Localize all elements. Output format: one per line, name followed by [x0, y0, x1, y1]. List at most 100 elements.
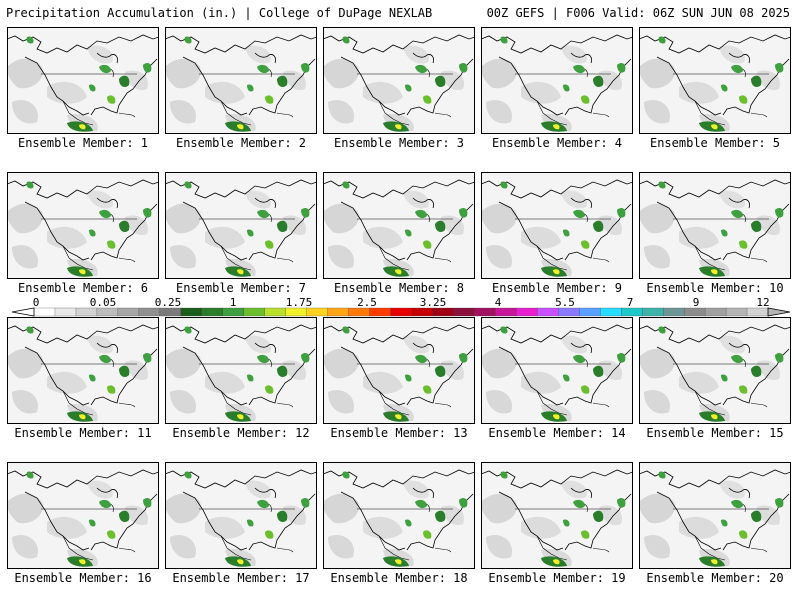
ensemble-member-panel: Ensemble Member: 3: [323, 27, 475, 167]
precipitation-map: [323, 317, 475, 424]
colorbar-swatch: [558, 307, 580, 317]
ensemble-member-label: Ensemble Member: 13: [330, 426, 468, 440]
colorbar-swatch: [243, 307, 266, 317]
colorbar-swatch: [725, 307, 748, 317]
colorbar-tick-label: 1.75: [286, 296, 313, 309]
ensemble-member-label: Ensemble Member: 4: [491, 136, 623, 150]
ensemble-member-panel: Ensemble Member: 2: [165, 27, 317, 167]
precipitation-map: [639, 462, 791, 569]
colorbar-tick-label: 2.5: [357, 296, 377, 309]
ensemble-member-label: Ensemble Member: 11: [14, 426, 152, 440]
ensemble-member-panel: Ensemble Member: 4: [481, 27, 633, 167]
ensemble-member-panel: Ensemble Member: 10: [639, 172, 791, 312]
colorbar-swatch: [369, 307, 391, 317]
precipitation-map: [481, 27, 633, 134]
colorbar-swatch: [159, 307, 182, 317]
colorbar-swatch: [516, 307, 538, 317]
colorbar-swatch: [180, 307, 203, 317]
colorbar-swatch: [96, 307, 119, 317]
ensemble-member-panel: Ensemble Member: 15: [639, 317, 791, 457]
colorbar-swatch: [495, 307, 517, 317]
precipitation-map: [323, 172, 475, 279]
colorbar-swatch: [285, 307, 308, 317]
colorbar-swatch: [683, 307, 706, 317]
ensemble-member-panel: Ensemble Member: 19: [481, 462, 633, 602]
colorbar-swatch: [579, 307, 601, 317]
ensemble-member-label: Ensemble Member: 16: [14, 571, 152, 585]
ensemble-member-panel: Ensemble Member: 20: [639, 462, 791, 602]
precipitation-map: [481, 172, 633, 279]
colorbar-swatch: [54, 307, 77, 317]
precipitation-map: [7, 462, 159, 569]
precipitation-map: [481, 317, 633, 424]
precipitation-map: [7, 27, 159, 134]
ensemble-member-panel: Ensemble Member: 13: [323, 317, 475, 457]
precipitation-map: [7, 317, 159, 424]
ensemble-member-panel: Ensemble Member: 5: [639, 27, 791, 167]
colorbar-tick-label: 7: [627, 296, 634, 309]
precipitation-map: [165, 27, 317, 134]
precipitation-map: [165, 172, 317, 279]
colorbar-tick-label: 1: [230, 296, 237, 309]
ensemble-member-panel: Ensemble Member: 11: [7, 317, 159, 457]
ensemble-member-panel: Ensemble Member: 12: [165, 317, 317, 457]
colorbar-swatch: [411, 307, 433, 317]
colorbar-swatch: [746, 307, 769, 317]
ensemble-member-panel: Ensemble Member: 1: [7, 27, 159, 167]
precipitation-map: [7, 172, 159, 279]
ensemble-member-panel: Ensemble Member: 9: [481, 172, 633, 312]
ensemble-member-label: Ensemble Member: 15: [646, 426, 784, 440]
colorbar-swatch: [600, 307, 622, 317]
colorbar-swatch: [33, 307, 56, 317]
ensemble-member-label: Ensemble Member: 9: [491, 281, 623, 295]
ensemble-member-label: Ensemble Member: 20: [646, 571, 784, 585]
colorbar-tick-label: 9: [693, 296, 700, 309]
ensemble-member-label: Ensemble Member: 6: [17, 281, 149, 295]
colorbar-tick-label: 0.25: [155, 296, 182, 309]
precipitation-map: [639, 172, 791, 279]
colorbar-tick-label: 0.05: [90, 296, 117, 309]
run-valid-time: 00Z GEFS | F006 Valid: 06Z SUN JUN 08 20…: [486, 6, 790, 20]
precipitation-colorbar: 0 0.05 0.25 1 1.75 2.5 3.25 4 5.5 7 9 12: [11, 296, 791, 317]
ensemble-member-panel: Ensemble Member: 18: [323, 462, 475, 602]
colorbar-tick-label: 0: [33, 296, 40, 309]
colorbar-swatch: [306, 307, 329, 317]
colorbar-tick-label: 12: [756, 296, 769, 309]
ensemble-member-panel: Ensemble Member: 6: [7, 172, 159, 312]
precipitation-map: [639, 27, 791, 134]
chart-title: Precipitation Accumulation (in.) | Colle…: [6, 6, 433, 20]
colorbar-swatch: [264, 307, 287, 317]
colorbar-swatch: [117, 307, 140, 317]
precipitation-map: [639, 317, 791, 424]
ensemble-member-label: Ensemble Member: 5: [649, 136, 781, 150]
precipitation-map: [481, 462, 633, 569]
colorbar-tick-label: 4: [495, 296, 502, 309]
precipitation-map: [165, 317, 317, 424]
ensemble-member-label: Ensemble Member: 18: [330, 571, 468, 585]
precipitation-map: [165, 462, 317, 569]
colorbar-swatch: [327, 307, 350, 317]
colorbar-swatch: [453, 307, 475, 317]
ensemble-member-label: Ensemble Member: 17: [172, 571, 310, 585]
ensemble-member-panel: Ensemble Member: 7: [165, 172, 317, 312]
ensemble-member-panel: Ensemble Member: 17: [165, 462, 317, 602]
colorbar-tick-label: 5.5: [555, 296, 575, 309]
colorbar-swatch: [642, 307, 664, 317]
colorbar-swatch: [537, 307, 559, 317]
colorbar-swatch: [138, 307, 161, 317]
colorbar-swatch: [621, 307, 643, 317]
ensemble-member-label: Ensemble Member: 14: [488, 426, 626, 440]
colorbar-right-arrow: [767, 307, 791, 317]
colorbar-swatch: [75, 307, 98, 317]
colorbar-swatch: [348, 307, 370, 317]
colorbar-swatch: [474, 307, 496, 317]
ensemble-member-label: Ensemble Member: 19: [488, 571, 626, 585]
ensemble-member-panel: Ensemble Member: 14: [481, 317, 633, 457]
ensemble-member-label: Ensemble Member: 1: [17, 136, 149, 150]
precipitation-map: [323, 462, 475, 569]
ensemble-member-label: Ensemble Member: 8: [333, 281, 465, 295]
colorbar-swatch: [390, 307, 412, 317]
precipitation-map: [323, 27, 475, 134]
colorbar-swatch: [704, 307, 727, 317]
ensemble-member-label: Ensemble Member: 3: [333, 136, 465, 150]
